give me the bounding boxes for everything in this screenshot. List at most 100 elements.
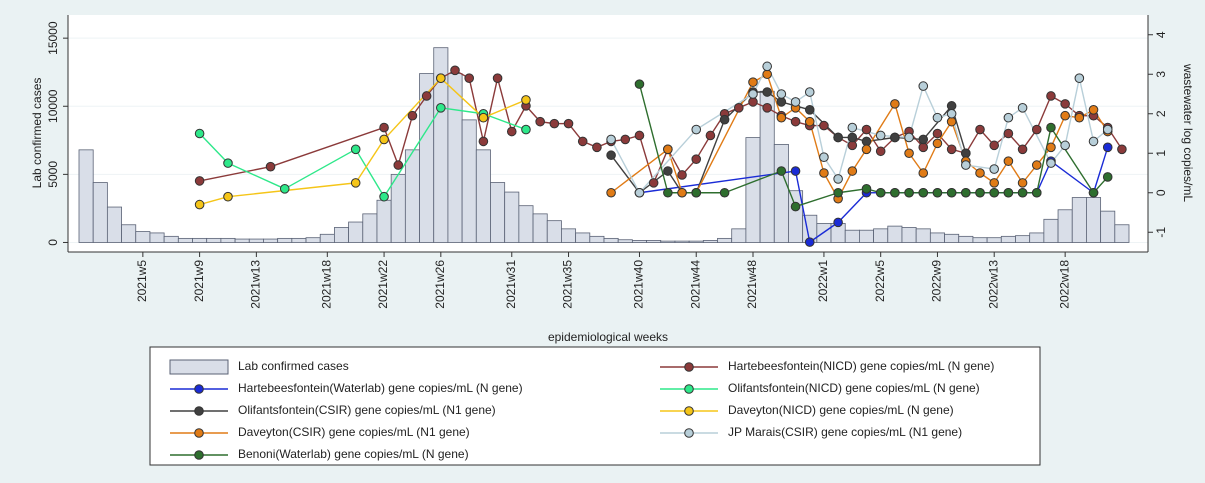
series-segment [1078, 78, 1095, 142]
series-marker [1017, 103, 1028, 113]
bar [248, 238, 264, 243]
series-marker [691, 187, 702, 198]
series-marker [890, 99, 900, 109]
series-marker [975, 187, 985, 198]
series-segment [922, 85, 939, 118]
series-marker [904, 187, 914, 198]
y-tick-label: 5000 [46, 161, 60, 188]
x-tick-label: 2022w13 [986, 260, 1000, 309]
series-marker [506, 126, 517, 137]
bar [220, 237, 236, 243]
series-segment [610, 154, 641, 194]
series-marker [407, 110, 418, 121]
series-segment [199, 165, 271, 182]
series-marker [1046, 158, 1056, 168]
legend-label: Daveyton(NICD) gene copies/mL (N gene) [728, 403, 954, 417]
series-segment [199, 196, 229, 206]
series-segment [922, 105, 953, 140]
bar [986, 237, 1002, 243]
series-marker [875, 146, 886, 157]
bar [1029, 232, 1045, 243]
bar [447, 73, 463, 243]
series-marker [620, 134, 631, 145]
series-marker [1017, 187, 1028, 198]
bar [490, 182, 506, 243]
series-marker [350, 178, 361, 188]
series-segment [397, 115, 414, 166]
x-tick-label: 2021w9 [192, 260, 206, 302]
series-segment [993, 117, 1010, 170]
bar [92, 182, 108, 243]
series-marker [1046, 122, 1056, 133]
series-marker [819, 120, 829, 131]
y2-tick-label: 3 [1154, 71, 1168, 78]
series-marker [521, 124, 531, 135]
series-segment [894, 103, 910, 154]
bar [163, 235, 179, 243]
series-marker [804, 105, 815, 115]
series-marker [989, 140, 1000, 151]
series-marker [492, 73, 503, 83]
series-marker [932, 128, 943, 139]
series-segment [483, 113, 527, 131]
series-marker [648, 178, 659, 188]
series-marker [819, 152, 829, 162]
series-marker [719, 114, 730, 125]
series-marker [634, 130, 645, 141]
bar [688, 240, 704, 243]
bar [234, 238, 250, 243]
x-tick-label: 2021w5 [135, 260, 149, 302]
series-marker [762, 87, 772, 97]
series-segment [496, 78, 513, 132]
x-tick-label: 2021w35 [561, 260, 575, 309]
series-marker [606, 150, 616, 161]
series-segment [1050, 115, 1066, 148]
legend-marker [194, 384, 204, 394]
x-tick-label: 2021w40 [632, 260, 646, 309]
series-segment [922, 143, 939, 174]
series-segment [837, 192, 868, 223]
series-marker [748, 77, 758, 87]
series-marker [194, 199, 205, 210]
series-segment [667, 148, 683, 176]
series-marker [946, 144, 957, 155]
series-marker [804, 87, 815, 97]
y-tick-label: 10000 [46, 89, 60, 123]
series-segment [667, 149, 683, 193]
bar [873, 228, 889, 243]
series-marker [464, 73, 475, 83]
series-marker [1074, 112, 1085, 123]
series-marker [890, 187, 900, 198]
series-segment [809, 91, 825, 158]
legend-label: Benoni(Waterlab) gene copies/mL (N gene) [238, 447, 469, 461]
series-segment [1050, 160, 1094, 194]
series-marker [790, 166, 801, 176]
series-segment [1021, 107, 1052, 164]
series-marker [975, 124, 985, 135]
series-marker [1031, 124, 1042, 135]
legend-label: Daveyton(CSIR) gene copies/mL (N1 gene) [238, 425, 470, 439]
bar [404, 149, 420, 243]
series-marker [606, 187, 616, 198]
bar [206, 237, 222, 243]
series-marker [677, 170, 687, 180]
series-marker [478, 136, 489, 147]
series-marker [450, 65, 460, 76]
series-marker [1060, 140, 1070, 151]
bar [660, 240, 676, 243]
series-segment [284, 148, 357, 190]
series-marker [762, 69, 772, 80]
series-segment [270, 126, 385, 168]
series-segment [468, 78, 485, 142]
series-marker [1003, 112, 1014, 123]
series-marker [1060, 99, 1070, 109]
bar [291, 237, 307, 243]
bar [305, 237, 321, 243]
bar [1043, 218, 1059, 243]
series-marker [748, 97, 758, 107]
series-segment [383, 127, 399, 166]
series-segment [383, 77, 442, 140]
series-marker [748, 89, 758, 99]
series-segment [483, 99, 527, 119]
